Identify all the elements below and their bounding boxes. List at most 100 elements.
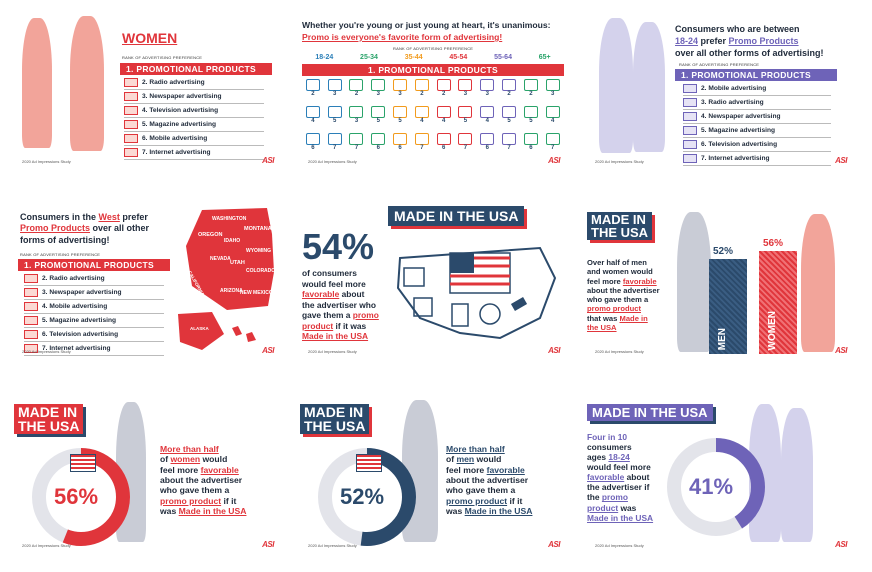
rank-head: 1. PROMOTIONAL PRODUCTS: [675, 69, 837, 81]
media-icon: 7: [502, 133, 517, 160]
media-icon: 2: [523, 79, 538, 106]
newspaper-icon: [24, 288, 38, 297]
list-item: 2. Radio advertising: [124, 76, 264, 90]
list-item: 6. Television advertising: [24, 328, 164, 342]
age-18-24: 18-24: [315, 54, 334, 61]
list-item: 2. Mobile advertising: [683, 82, 831, 96]
asi-logo: ASI: [548, 156, 560, 165]
media-icon: 5: [523, 106, 538, 133]
media-icon: 4: [480, 106, 495, 133]
usa-map-illustration: [396, 246, 557, 340]
rank-number: 7: [550, 145, 555, 151]
media-icon: 3: [371, 79, 386, 106]
rank-number: 5: [507, 118, 511, 124]
panel-54-percent: MADE IN THE USA 54% of consumers would f…: [298, 198, 568, 358]
headline-line2: Promo is everyone's favorite form of adv…: [302, 32, 503, 42]
rank-head: 1. PROMOTIONAL PRODUCTS: [18, 259, 170, 271]
rank-number: 3: [463, 91, 468, 97]
radio-icon: [24, 274, 38, 283]
asi-logo: ASI: [262, 346, 274, 355]
rank-number: 4: [442, 118, 446, 124]
list-item: 7. Internet advertising: [124, 146, 264, 160]
headline: Consumers in the West prefer Promo Produ…: [20, 212, 150, 245]
woman-silhouette: [801, 214, 835, 352]
rank-label: RANK OF ADVERTISING PREFERENCE: [679, 62, 760, 67]
laptop-icon: [24, 344, 38, 353]
list-item: 5. Magazine advertising: [683, 124, 831, 138]
body-text: of consumers would feel more favorable a…: [302, 268, 379, 341]
age-25-34: 25-34: [360, 54, 378, 61]
laptop-icon: [124, 148, 138, 157]
magazine-icon: [124, 120, 138, 129]
bar-chart-area: 52% 56% MEN WOMEN: [705, 226, 805, 354]
rank-number: 5: [463, 118, 468, 124]
usb-drive-icon: [510, 297, 528, 311]
rank-number: 7: [333, 145, 337, 151]
headline-line2: 18-24 prefer Promo Products: [675, 36, 799, 46]
radio-icon: [683, 98, 697, 107]
tshirt-icon: [413, 297, 433, 317]
rank-number: 4: [550, 118, 555, 124]
western-states-map: WASHINGTON MONTANA OREGON IDAHO WYOMING …: [178, 208, 275, 350]
media-icon: 6: [393, 133, 408, 160]
media-icon: 6: [371, 133, 386, 160]
rank-number: 7: [463, 145, 468, 151]
body-text: More than half of men would feel more fa…: [446, 444, 533, 516]
rank-number: 7: [507, 145, 511, 151]
banner-made-in-usa: MADE IN THE USA: [300, 404, 370, 434]
west-map: WASHINGTON MONTANA OREGON IDAHO WYOMING …: [172, 202, 282, 352]
asi-logo: ASI: [548, 346, 560, 355]
rank-number: 6: [376, 145, 380, 151]
tv-icon: [24, 330, 38, 339]
asi-logo: ASI: [835, 156, 847, 165]
percent-value: 41%: [689, 474, 734, 499]
state-wyoming: WYOMING: [246, 248, 271, 254]
rank-number: 2: [529, 91, 533, 97]
media-icon: 3: [327, 79, 342, 106]
state-nevada: NEVADA: [210, 256, 231, 262]
rank-number: 5: [529, 118, 533, 124]
list-item: 4. Television advertising: [124, 104, 264, 118]
donut-value-arc: [667, 438, 765, 536]
rank-number: 2: [420, 91, 424, 97]
flag-icon: [70, 454, 96, 472]
media-icon: 3: [349, 106, 364, 133]
magazine-icon: [683, 126, 697, 135]
state-alaska: ALASKA: [190, 326, 209, 331]
state-new-mexico: NEW MEXICO: [240, 290, 273, 296]
media-icon: 3: [458, 79, 473, 106]
state-idaho: IDAHO: [224, 238, 240, 244]
media-icon: 6: [305, 133, 320, 160]
list-item: 4. Mobile advertising: [24, 300, 164, 314]
mobile-icon: [683, 84, 697, 93]
body-text: Four in 10 consumers ages 18-24 would fe…: [587, 432, 654, 523]
rank-list: 2. Radio advertising 3. Newspaper advert…: [124, 76, 264, 160]
rank-number: 4: [420, 118, 424, 124]
asi-logo: ASI: [548, 540, 560, 549]
media-icon: 5: [458, 106, 473, 133]
rank-number: 6: [311, 145, 315, 151]
media-icon: 7: [545, 133, 560, 160]
media-icon: 4: [414, 106, 429, 133]
asi-logo: ASI: [835, 540, 847, 549]
media-icon: 7: [414, 133, 429, 160]
banner-made-in-usa: MADE IN THE USA: [587, 212, 653, 240]
mobile-icon: [124, 134, 138, 143]
rank-number: 6: [529, 145, 533, 151]
magazine-icon: [24, 316, 38, 325]
age-header: 18-24 25-34 35-44 45-54 55-64 65+: [302, 54, 564, 61]
panel-men-women-bars: MADE IN THE USA Over half of men and wome…: [585, 198, 855, 358]
media-icon: 7: [327, 133, 342, 160]
rank-number: 7: [420, 145, 424, 151]
percent-value: 56%: [54, 484, 99, 509]
rank-list: 2. Mobile advertising 3. Radio advertisi…: [683, 82, 831, 166]
man-silhouette: [677, 212, 711, 352]
